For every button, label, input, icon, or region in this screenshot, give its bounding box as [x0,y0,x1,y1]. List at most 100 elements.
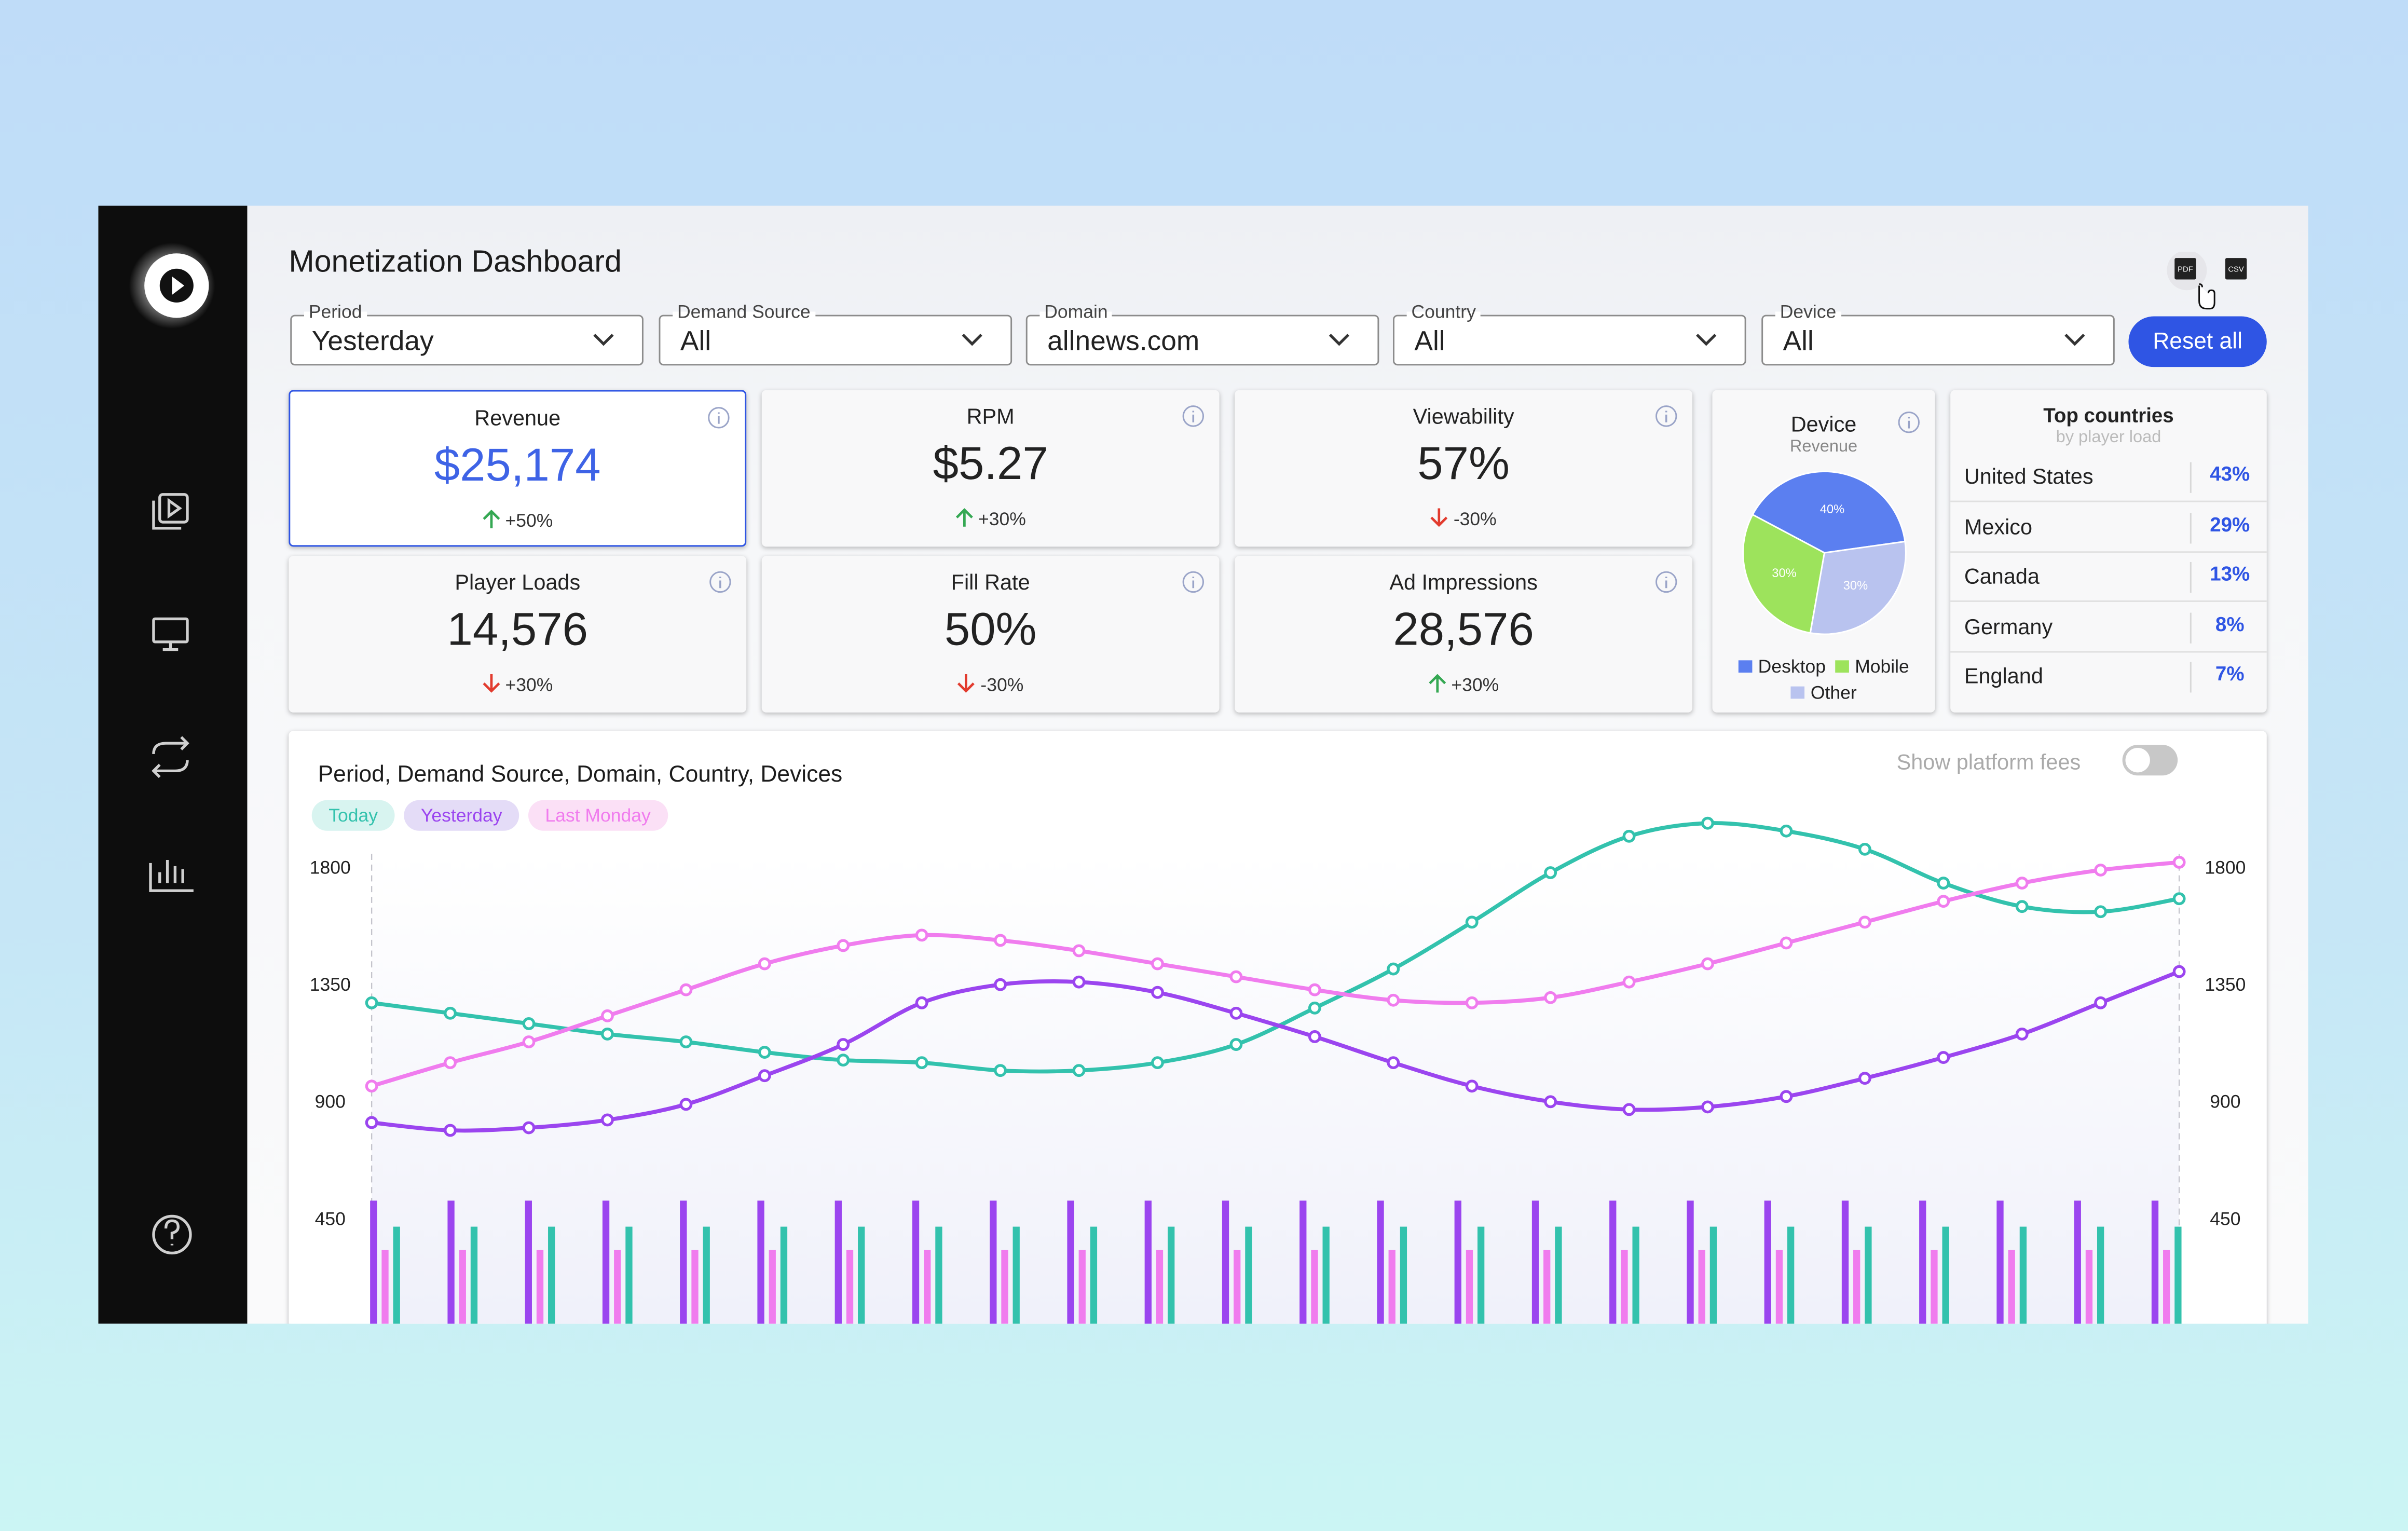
sidebar [98,206,248,1324]
legend-text: Desktop [1758,655,1826,677]
chart-card: Period, Demand Source, Domain, Country, … [289,731,2267,1324]
nav-help[interactable] [152,1214,192,1255]
reset-button[interactable]: Reset all [2128,316,2267,367]
legend-chip[interactable]: Today [311,800,395,831]
line-point [1229,1006,1243,1020]
bar [680,1200,687,1324]
legend-swatch [1835,660,1849,673]
chart-title: Period, Demand Source, Domain, Country, … [318,761,843,788]
bar [1400,1226,1407,1324]
nav-video[interactable] [158,493,189,524]
bar [536,1250,544,1324]
line-point [1858,842,1871,856]
trend-arrow [483,509,500,528]
legend-swatch [1738,660,1752,673]
arrow-path [483,674,500,693]
device-subtitle: Revenue [1789,438,1858,456]
line-point [1622,975,1636,989]
filter-select[interactable]: Device All [1761,300,2115,366]
y2-tick-label: 1800 [2205,857,2246,878]
y-tick-label: 450 [315,1208,346,1229]
kpi-card[interactable]: RPM $5.27 +30% [761,390,1220,547]
line-point [2015,1028,2029,1041]
legend-chip[interactable]: Yesterday [404,800,519,831]
pie-chart: 40% 30% 30% [1742,470,1907,635]
chevron [2064,334,2085,346]
kpi-card[interactable]: Viewability 57% -30% [1235,390,1693,547]
line-point [1622,1103,1636,1116]
line-point [1308,983,1321,996]
filter-label: Demand Source [673,300,815,323]
info-icon[interactable] [706,405,731,430]
nav-stats[interactable] [149,859,194,892]
chevron-path [593,334,614,346]
csv-button[interactable] [2225,258,2247,280]
nav-sync[interactable] [152,736,189,778]
kpi-change-text: +30% [505,674,553,696]
bar [1299,1200,1307,1324]
bar [780,1226,788,1324]
kpi-value: 14,576 [447,605,589,656]
arrow-path [958,674,976,693]
kpi-card[interactable]: Player Loads 14,576 +30% [289,556,747,713]
line-point [1937,1051,1950,1064]
line-point [758,957,771,970]
info-icon[interactable] [1654,404,1678,428]
kpi-value: 28,576 [1393,605,1534,656]
nav-monitor[interactable] [152,617,189,644]
line-point [1229,1038,1243,1051]
bar [1865,1226,1872,1324]
bar [834,1200,842,1324]
line-point [2172,965,2186,978]
country-name: Canada [1964,563,2040,589]
line-point [1937,877,1950,890]
kpi-title: Revenue [474,405,561,430]
trend-arrow [958,674,976,693]
bar [990,1200,997,1324]
info-icon[interactable] [1654,570,1678,594]
filter-select[interactable]: Domain allnews.com [1025,300,1379,366]
filter-label: Device [1775,300,1841,323]
line-point [600,1113,614,1127]
filter-select[interactable]: Country All [1392,300,1746,366]
kpi-card[interactable]: Revenue $25,174 +50% [289,390,747,547]
bar [2097,1226,2104,1324]
legend-chip[interactable]: Last Monday [528,800,668,831]
bar [370,1200,377,1324]
kpi-card[interactable]: Fill Rate 50% -30% [761,556,1220,713]
pdf-button[interactable] [2174,258,2196,280]
line-point [1544,991,1557,1004]
line-point [679,1098,693,1111]
kpi-value: $5.27 [933,439,1048,490]
bar [1531,1200,1539,1324]
bar [614,1250,621,1324]
kpi-change: +30% [1235,674,1692,695]
line-point [600,1028,614,1041]
info-icon[interactable] [1181,404,1206,428]
kpi-title: RPM [966,404,1015,429]
bar [2074,1200,2081,1324]
toggle[interactable] [2122,745,2178,776]
line-point [1544,866,1557,879]
kpi-value: 57% [1417,439,1510,490]
line-point [2172,892,2186,906]
bar [2085,1250,2093,1324]
bar [2008,1250,2015,1324]
country-row: Mexico 29% [1950,501,2267,552]
countries-card: Top countries by player load United Stat… [1950,390,2267,713]
line-point [1465,996,1479,1009]
pdf-label: PDF [2178,266,2193,274]
bar [1787,1226,1795,1324]
bar [1067,1200,1074,1324]
bar [1144,1200,1152,1324]
bar [525,1200,532,1324]
filter-select[interactable]: Demand Source All [659,300,1013,366]
arrow-path [955,508,973,527]
info-icon[interactable] [1897,410,1921,434]
info-icon[interactable] [708,570,732,594]
bar [2174,1226,2182,1324]
info-icon[interactable] [1181,570,1206,594]
kpi-card[interactable]: Ad Impressions 28,576 +30% [1235,556,1693,713]
line-point [444,1006,457,1020]
filter-select[interactable]: Period Yesterday [290,300,644,366]
